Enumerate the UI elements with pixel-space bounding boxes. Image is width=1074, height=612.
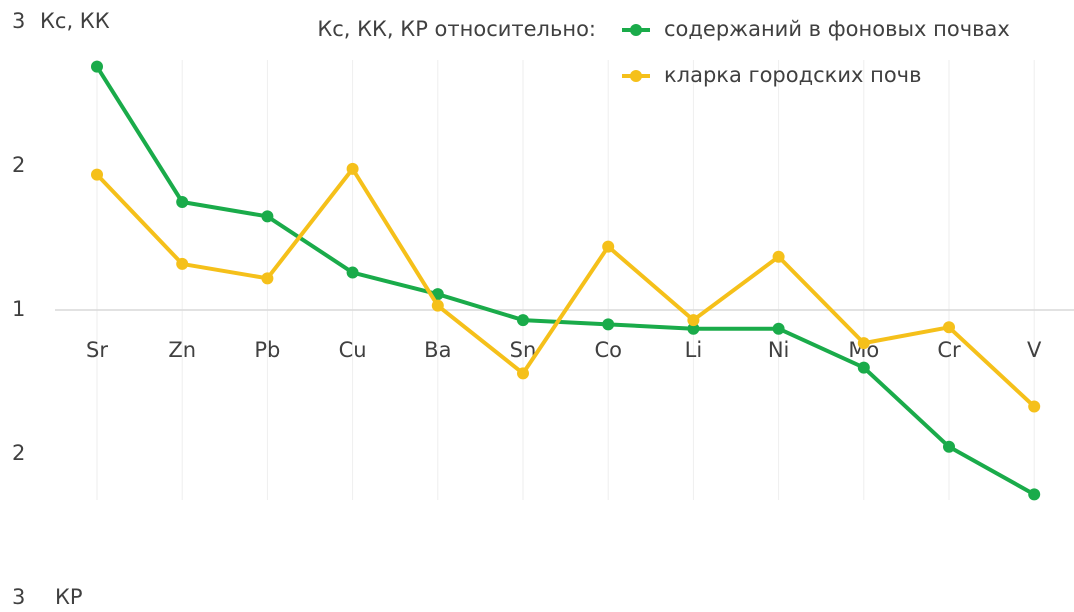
x-tick-label: Li [685,338,703,362]
series-line [95,65,1036,497]
data-point [346,162,359,175]
data-point [517,314,529,327]
y-axis-label-top: Кс, КК [40,9,110,33]
data-point [602,240,615,253]
data-point [772,322,785,335]
data-point [772,250,785,263]
x-tick-label: Ni [768,338,790,362]
y-tick-label: 3 [12,585,25,609]
x-tick-label: Zn [168,338,196,362]
x-tick-label: Sr [86,338,108,362]
x-tick-label: Cr [937,338,961,362]
data-point [346,266,359,279]
data-point [857,361,870,374]
data-point [176,257,189,270]
legend-label: содержаний в фоновых почвах [664,17,1010,41]
legend-swatch-dot [630,70,642,82]
data-point [261,272,274,285]
data-point [943,440,955,453]
series-line [95,166,1036,408]
data-point [1028,488,1041,501]
x-tick-label: Cu [339,338,367,362]
data-point [602,318,615,331]
data-point [176,196,189,208]
x-tick-label: Pb [254,338,280,362]
x-tick-label: Co [594,338,622,362]
legend-title: Кс, КК, КР относительно: [317,17,596,41]
data-point [857,337,870,350]
legend-label: кларка городских почв [664,63,921,87]
data-point [1028,400,1041,413]
y-tick-label: 1 [12,297,25,321]
y-tick-label: 2 [12,153,25,177]
data-point [687,314,700,327]
x-tick-label: V [1027,338,1042,362]
data-point [91,168,103,181]
data-point [687,322,700,335]
x-tick-label: Ba [424,338,451,362]
legend-swatch-dot [630,24,642,36]
y-axis-label-bottom: КР [55,585,83,609]
data-point [943,321,955,334]
data-point [431,299,444,312]
y-tick-label: 2 [12,441,25,465]
data-point [91,60,103,73]
y-tick-label: 3 [12,9,25,33]
data-point [261,210,274,223]
data-point [517,367,529,380]
